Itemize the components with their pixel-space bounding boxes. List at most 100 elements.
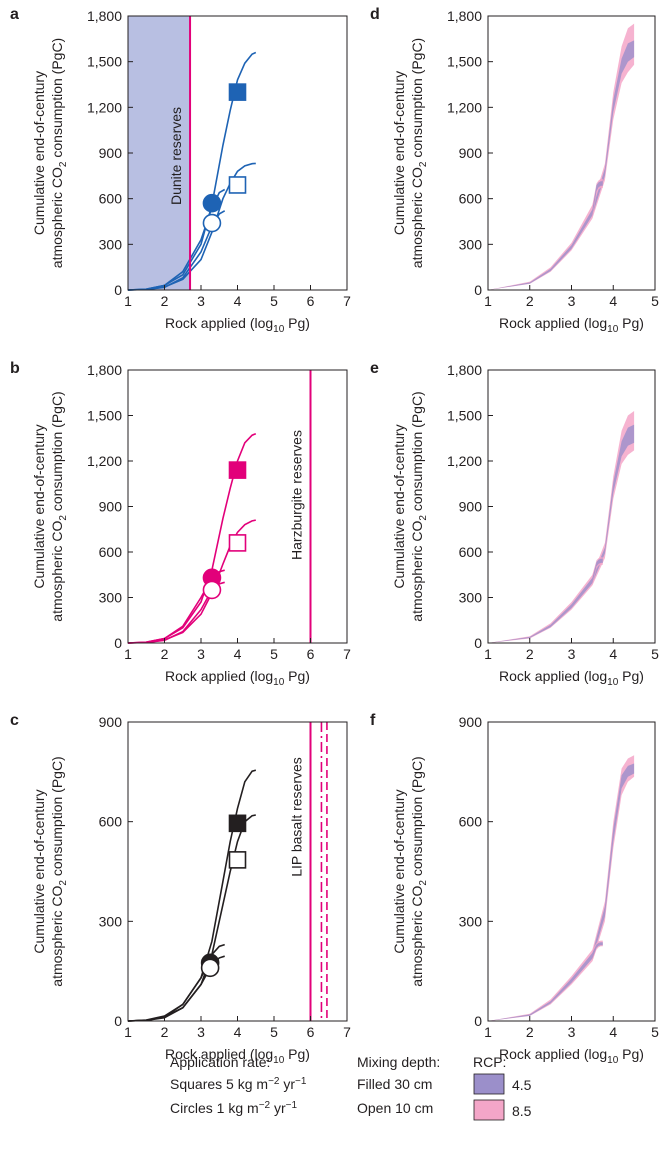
y-axis-label: Cumulative end-of-century atmospheric CO2… bbox=[31, 756, 69, 986]
x-tick-label: 1 bbox=[124, 1024, 132, 1040]
panel-letter: d bbox=[370, 6, 380, 23]
x-axis-label: Rock applied (log10 Pg) bbox=[165, 1046, 310, 1066]
y-tick-label: 1,200 bbox=[447, 453, 482, 469]
x-tick-label: 5 bbox=[651, 1024, 659, 1040]
legend-rcp85-swatch bbox=[473, 1099, 505, 1121]
x-tick-label: 4 bbox=[234, 293, 242, 309]
y-tick-label: 0 bbox=[114, 635, 122, 651]
x-tick-label: 1 bbox=[484, 293, 492, 309]
y-tick-label: 1,200 bbox=[87, 453, 122, 469]
y-tick-label: 1,800 bbox=[87, 8, 122, 24]
y-axis-label-line2: atmospheric CO2 consumption (PgC) bbox=[49, 756, 69, 986]
panel-d: 1 2 3 4 5 0 300 600 900 1,200 1,500 1,800 d Rock appl… bbox=[370, 6, 659, 335]
x-tick-label: 6 bbox=[307, 293, 315, 309]
y-tick-label: 900 bbox=[459, 499, 483, 515]
series-curve-0 bbox=[127, 769, 257, 1022]
x-tick-label: 5 bbox=[270, 1024, 278, 1040]
y-axis-label: Cumulative end-of-century atmospheric CO2… bbox=[31, 38, 69, 268]
x-tick-label: 1 bbox=[124, 293, 132, 309]
legend-rcp45-swatch bbox=[473, 1073, 505, 1095]
y-axis-label-line2: atmospheric CO2 consumption (PgC) bbox=[49, 391, 69, 621]
y-tick-label: 300 bbox=[459, 236, 483, 252]
y-axis-label-line1: Cumulative end-of-century bbox=[31, 424, 47, 588]
y-tick-label: 600 bbox=[459, 544, 483, 560]
x-tick-label: 4 bbox=[234, 646, 242, 662]
x-tick-label: 5 bbox=[270, 293, 278, 309]
y-tick-label: 1,500 bbox=[447, 408, 482, 424]
x-axis-label: Rock applied (log10 Pg) bbox=[499, 668, 644, 688]
y-tick-label: 1,200 bbox=[447, 99, 482, 115]
y-axis-label-line2: atmospheric CO2 consumption (PgC) bbox=[409, 756, 429, 986]
x-tick-label: 4 bbox=[609, 646, 617, 662]
reserve-label: Harzburgite reserves bbox=[289, 430, 305, 560]
panel-e: 1 2 3 4 5 0 300 600 900 1,200 1,500 1,800 e Rock appl… bbox=[370, 360, 659, 688]
y-tick-label: 1,800 bbox=[447, 8, 482, 24]
legend-mixing-title: Mixing depth: bbox=[357, 1054, 440, 1070]
reserve-label-text: LIP basalt reserves bbox=[289, 757, 305, 877]
marker-square-filled bbox=[228, 461, 247, 479]
y-axis-label: Cumulative end-of-century atmospheric CO2… bbox=[391, 38, 429, 268]
legend-filled-label: Filled 30 cm bbox=[357, 1076, 432, 1092]
y-axis-label-line1: Cumulative end-of-century bbox=[31, 71, 47, 235]
x-tick-label: 7 bbox=[343, 293, 351, 309]
y-tick-label: 600 bbox=[99, 191, 123, 207]
panel-b: Harzburgite reserves 1 2 3 4 5 6 7 0 300 600 900 1,2… bbox=[10, 360, 351, 688]
panel-letter: a bbox=[10, 6, 19, 23]
x-tick-label: 2 bbox=[526, 1024, 534, 1040]
x-tick-label: 4 bbox=[234, 1024, 242, 1040]
y-axis-label: Cumulative end-of-century atmospheric CO2… bbox=[391, 756, 429, 986]
x-tick-label: 1 bbox=[484, 1024, 492, 1040]
rcp-85-band-0 bbox=[488, 23, 635, 290]
y-axis-label: Cumulative end-of-century atmospheric CO2… bbox=[31, 391, 69, 621]
rcp-45-band-3 bbox=[592, 558, 603, 584]
y-tick-label: 900 bbox=[99, 499, 123, 515]
legend-squares-label: Squares 5 kg m−2 yr−1 bbox=[170, 1076, 307, 1092]
legend-application-rate-title: Application rate: bbox=[170, 1054, 270, 1070]
marker-square-filled bbox=[228, 83, 247, 101]
x-tick-label: 2 bbox=[161, 293, 169, 309]
x-tick-label: 2 bbox=[526, 293, 534, 309]
y-tick-label: 1,800 bbox=[447, 362, 482, 378]
x-axis-label: Rock applied (log10 Pg) bbox=[165, 668, 310, 688]
x-axis-label: Rock applied (log10 Pg) bbox=[499, 1046, 644, 1066]
marker-circle-open bbox=[202, 580, 222, 600]
x-tick-label: 3 bbox=[568, 1024, 576, 1040]
panel-letter: f bbox=[370, 712, 376, 729]
x-tick-label: 3 bbox=[568, 293, 576, 309]
rcp-85-band-2 bbox=[592, 940, 603, 962]
x-tick-label: 4 bbox=[609, 1024, 617, 1040]
reserve-label-text: Harzburgite reserves bbox=[289, 430, 305, 560]
x-tick-label: 2 bbox=[526, 646, 534, 662]
rcp-85-band-0 bbox=[488, 755, 635, 1021]
legend-rcp45-label: 4.5 bbox=[512, 1077, 532, 1093]
x-axis-label: Rock applied (log10 Pg) bbox=[165, 315, 310, 335]
y-tick-label: 300 bbox=[459, 590, 483, 606]
x-tick-label: 3 bbox=[197, 293, 205, 309]
y-tick-label: 0 bbox=[474, 635, 482, 651]
reserve-label: LIP basalt reserves bbox=[289, 757, 305, 877]
x-tick-label: 7 bbox=[343, 1024, 351, 1040]
y-tick-label: 600 bbox=[459, 191, 483, 207]
reserve-shading bbox=[128, 16, 191, 290]
y-tick-label: 900 bbox=[459, 145, 483, 161]
legend-rcp85-label: 8.5 bbox=[512, 1103, 532, 1119]
x-tick-label: 5 bbox=[270, 646, 278, 662]
panel-f: 1 2 3 4 5 0 300 600 900 f Rock applied (log10 Pg) C… bbox=[370, 712, 659, 1066]
rcp-45-band-1 bbox=[488, 763, 635, 1021]
y-tick-label: 300 bbox=[459, 913, 483, 929]
x-tick-label: 3 bbox=[568, 646, 576, 662]
y-tick-label: 0 bbox=[114, 282, 122, 298]
y-axis-label-line1: Cumulative end-of-century bbox=[31, 789, 47, 953]
y-axis-label-line2: atmospheric CO2 consumption (PgC) bbox=[409, 38, 429, 268]
plot-frame bbox=[127, 369, 348, 644]
y-tick-label: 1,500 bbox=[87, 408, 122, 424]
x-tick-label: 2 bbox=[161, 646, 169, 662]
x-tick-label: 1 bbox=[484, 646, 492, 662]
marker-square-filled bbox=[228, 814, 247, 833]
x-tick-label: 6 bbox=[307, 1024, 315, 1040]
panel-letter: c bbox=[10, 712, 19, 729]
x-tick-label: 6 bbox=[307, 646, 315, 662]
x-axis-label: Rock applied (log10 Pg) bbox=[499, 315, 644, 335]
legend-block: Application rate: Squares 5 kg m−2 yr−1 Ci… bbox=[170, 1054, 532, 1121]
